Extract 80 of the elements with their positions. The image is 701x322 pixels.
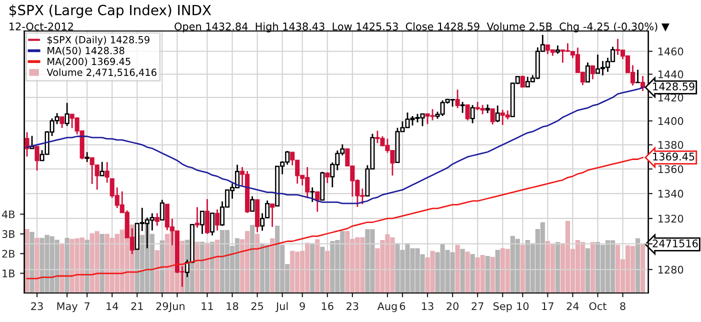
x-tick-label: 20 [446, 302, 458, 310]
x-tick-label: 16 [322, 302, 334, 310]
x-tick-label: 9 [300, 302, 305, 310]
y2-tick-label: 2B [2, 250, 15, 258]
text: 2471516 [652, 239, 698, 248]
x-tick-label: Aug [377, 302, 397, 312]
candlestick [30, 135, 34, 150]
x-tick-label: 29 [156, 302, 168, 310]
candlestick [455, 88, 460, 109]
y-tick-label: 1440 [658, 70, 684, 78]
x-tick-label: 6 [400, 302, 406, 310]
x-tick-label: May [57, 302, 78, 312]
x-tick-label: Jun [168, 302, 184, 312]
candlestick [214, 208, 220, 232]
y-tick-label: 1400 [658, 117, 684, 126]
candlestick [24, 132, 30, 158]
x-tick-label: 27 [472, 302, 484, 310]
candlestick [34, 146, 40, 172]
candlestick [260, 212, 265, 232]
y2-tick-label: 3B [2, 230, 15, 238]
x-tick-label: 23 [346, 302, 358, 310]
candlestick [490, 108, 495, 126]
candlestick [585, 62, 590, 83]
candlestick [310, 186, 315, 203]
y-tick-label: 1320 [658, 214, 684, 223]
candlestick [495, 104, 500, 123]
legend-label: MA(50) 1428.38 [48, 46, 124, 56]
x-tick-label: 21 [131, 302, 143, 310]
x-tick-label: 11 [202, 302, 213, 310]
candlestick [250, 196, 255, 212]
candlestick [465, 104, 470, 122]
candlestick [60, 116, 64, 129]
candlestick [104, 161, 110, 184]
x-tick-label: 14 [106, 302, 118, 310]
candlestick [520, 74, 525, 88]
x-tick-label: 7 [84, 302, 90, 310]
y-tick-label: 1340 [658, 190, 684, 198]
x-tick-label: 8 [620, 302, 626, 310]
x-tick-label: Oct [589, 302, 606, 310]
candlestick [265, 200, 270, 218]
candlestick [470, 104, 475, 124]
y-tick-label: 1460 [658, 48, 684, 56]
y2-tick-label: 4B [2, 210, 15, 218]
y-tick-label: 1360 [658, 165, 684, 174]
text: 1428.59 [653, 82, 694, 90]
candlestick [100, 161, 104, 176]
x-tick-label: 10 [517, 302, 529, 310]
x-tick-label: 24 [566, 302, 579, 310]
y-tick-label: 1380 [658, 140, 684, 149]
candlestick [640, 75, 646, 92]
candlestick [210, 212, 215, 236]
legend-label: MA(200) 1369.45 [48, 58, 130, 66]
y-tick-label: 1280 [658, 266, 684, 274]
candlestick [460, 101, 465, 114]
chart-subtitle: 12-Oct-2012 [10, 22, 73, 30]
y-tick-label: 1420 [658, 94, 684, 102]
x-tick-label: 23 [31, 302, 43, 310]
x-tick-label: Jul [276, 302, 288, 312]
candlestick [636, 69, 640, 84]
chart-title: $SPX (Large Cap Index) INDX [10, 4, 212, 18]
candlestick [204, 198, 210, 235]
y2-tick-label: 1B [2, 270, 15, 278]
candlestick [154, 212, 160, 226]
candlestick [270, 203, 275, 228]
data-label: 1369.45 [653, 152, 694, 161]
candlestick [315, 191, 320, 212]
candlestick [64, 102, 70, 127]
candlestick [160, 199, 164, 221]
candlestick [590, 65, 596, 80]
annotation: Open 1432.84 High 1438.43 Low 1425.53 Close 1428.59 Volume 2.5B Chg -4.25 (-0.30%) ▼ [174, 22, 670, 32]
x-tick-label: Sep [493, 302, 512, 312]
x-tick-label: 18 [226, 302, 238, 310]
legend-label: $SPX (Daily) 1428.59 [47, 36, 150, 46]
x-tick-label: 13 [422, 302, 434, 310]
legend-label: Volume 2,471,516,416 [46, 68, 156, 77]
candlestick [200, 210, 205, 235]
candlestick [84, 151, 90, 163]
x-tick-label: 17 [542, 302, 554, 310]
x-tick-label: 25 [251, 302, 264, 310]
candlestick [194, 206, 200, 228]
